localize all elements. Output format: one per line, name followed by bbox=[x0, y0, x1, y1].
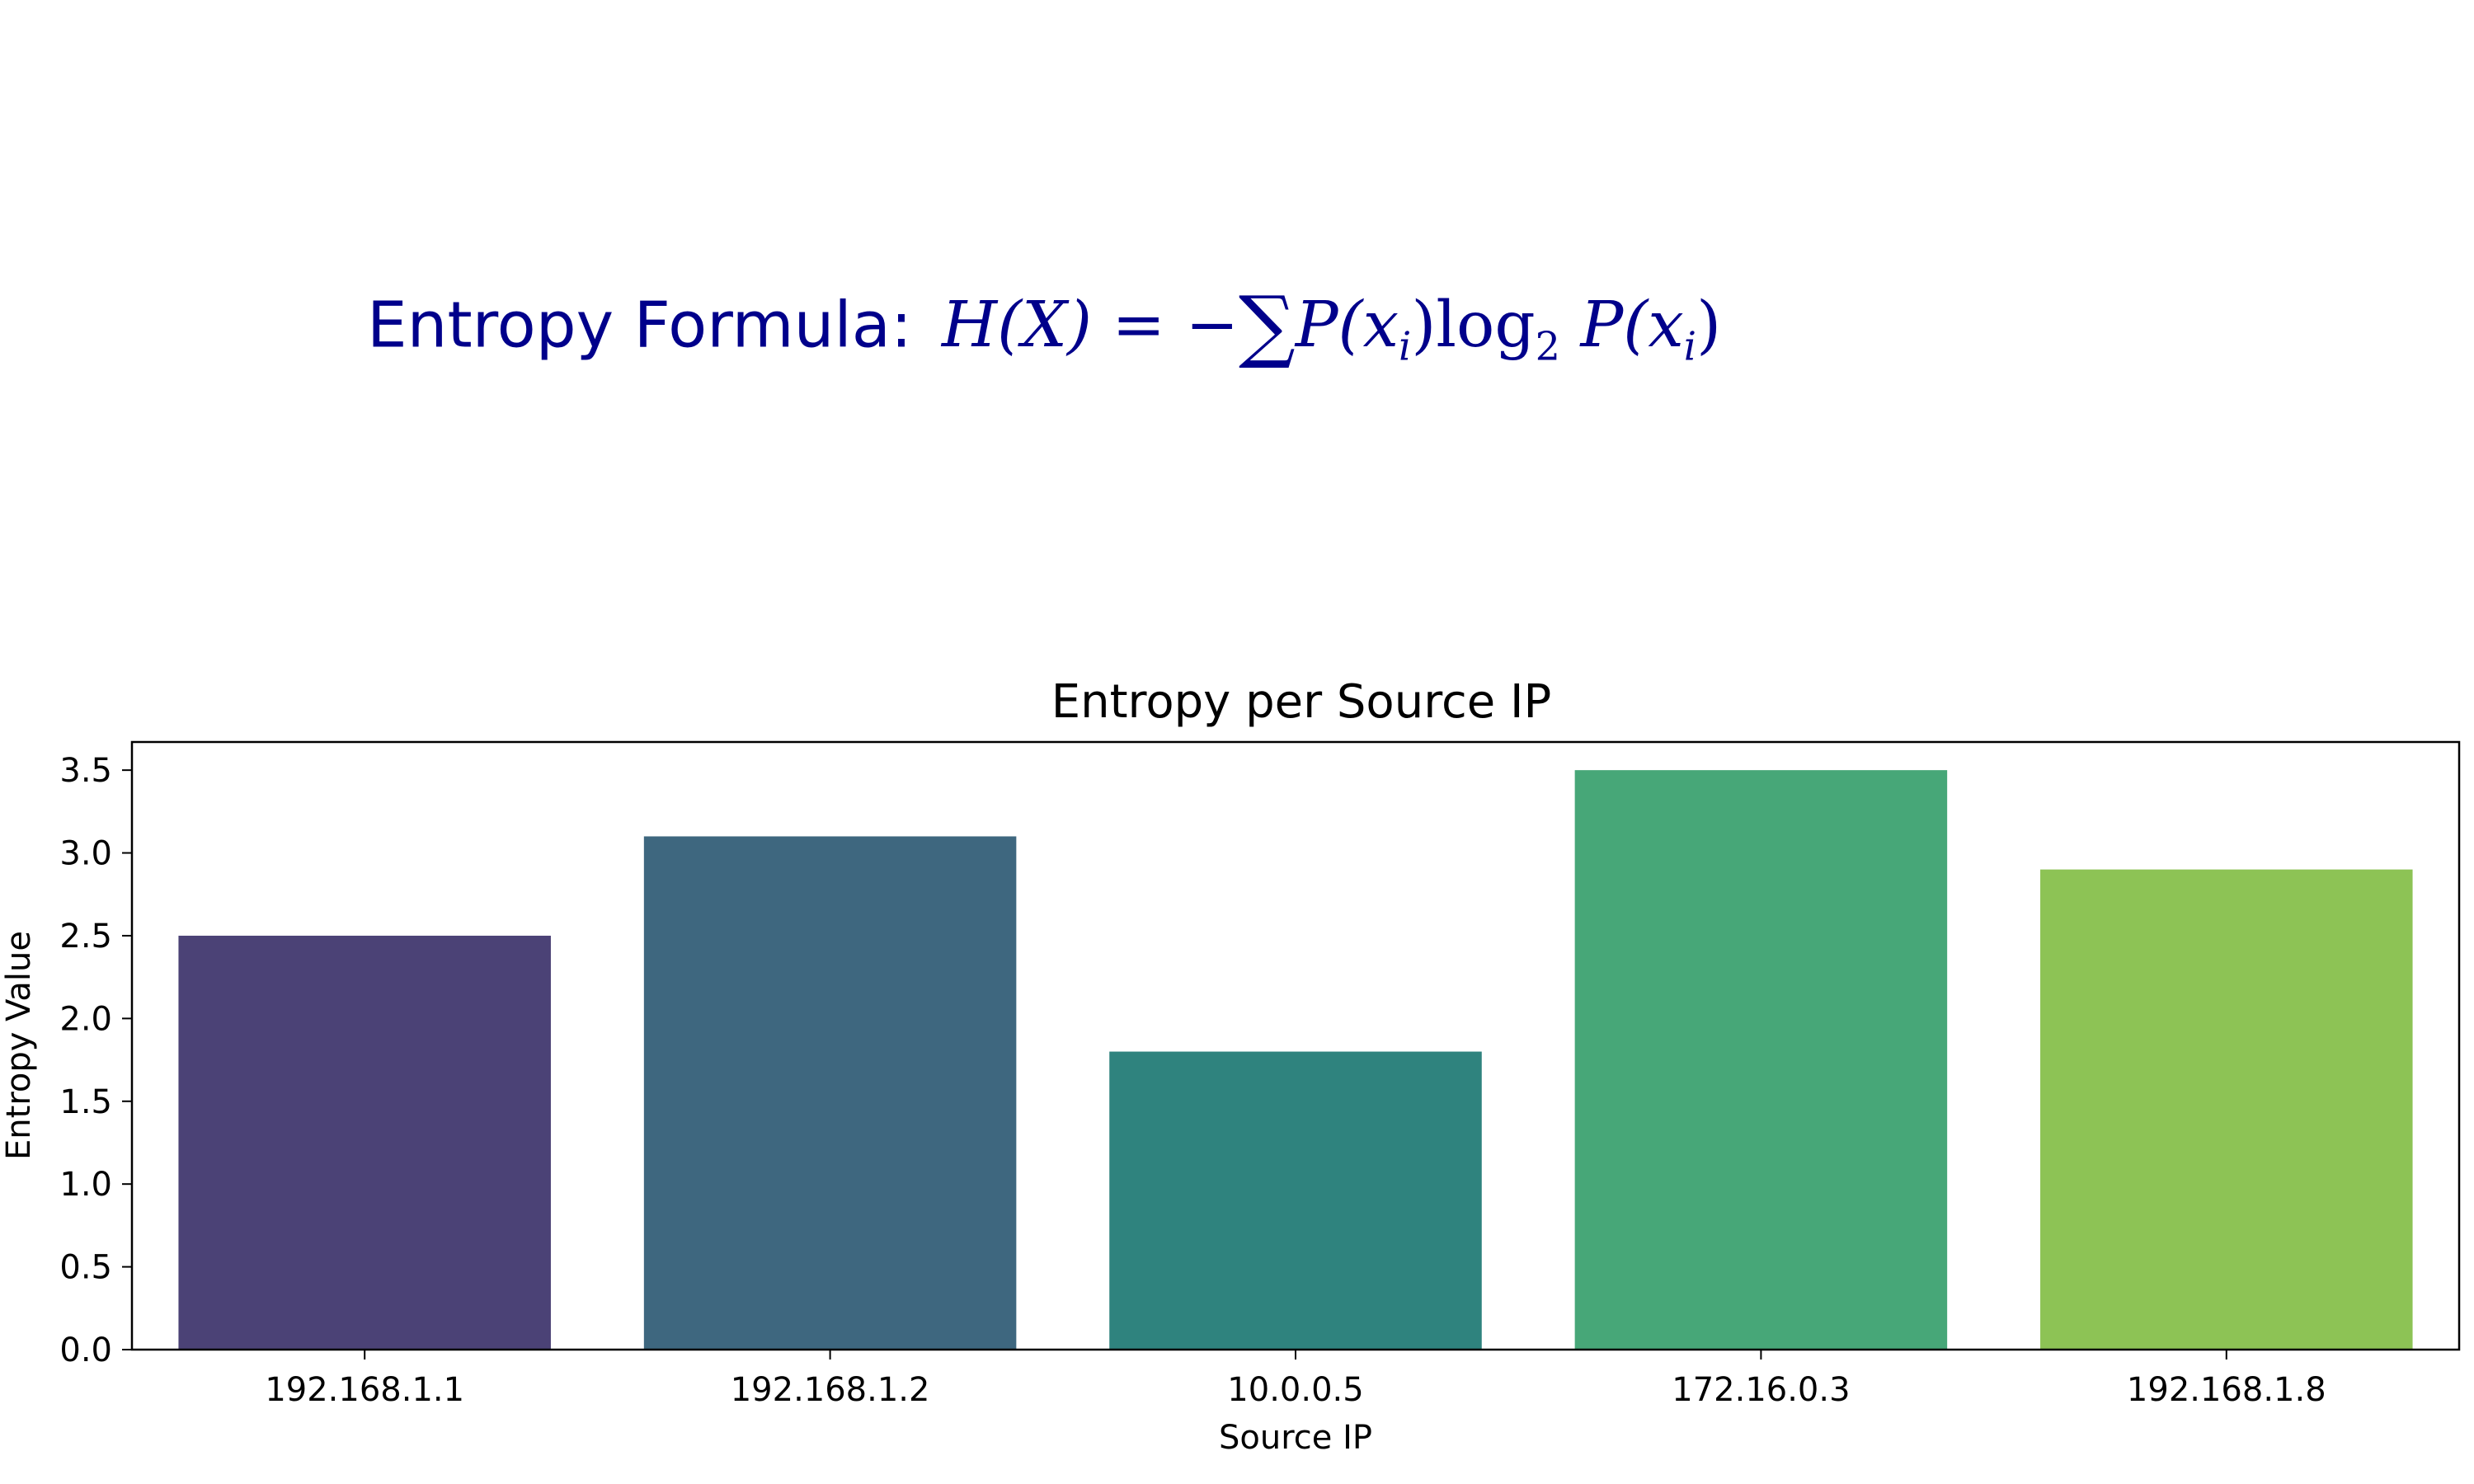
y-tick-label: 3.0 bbox=[59, 835, 112, 873]
y-tick-label: 2.0 bbox=[59, 1000, 112, 1038]
entropy-formula: Entropy Formula: H(X) = −∑P(xi)log2 P(xi) bbox=[367, 276, 1721, 375]
bar-192.168.1.2 bbox=[643, 836, 1017, 1350]
bar-10.0.0.5 bbox=[1109, 1051, 1482, 1350]
y-axis-label: Entropy Value bbox=[0, 931, 38, 1160]
y-tick-label: 1.5 bbox=[59, 1083, 112, 1121]
y-tick-label: 0.5 bbox=[59, 1249, 112, 1287]
y-tick-label: 3.5 bbox=[59, 752, 112, 790]
formula-label: Entropy Formula: bbox=[367, 289, 912, 363]
x-tick-label: 192.168.1.2 bbox=[731, 1371, 930, 1409]
x-tick-label: 192.168.1.1 bbox=[265, 1371, 464, 1409]
y-tick-label: 1.0 bbox=[59, 1166, 112, 1204]
y-axis-ticks: 0.0 0.5 1.0 1.5 2.0 2.5 3.0 3.5 bbox=[59, 752, 132, 1369]
x-axis-label: Source IP bbox=[1219, 1419, 1372, 1457]
bar-192.168.1.1 bbox=[178, 935, 551, 1350]
bars-group bbox=[178, 770, 2413, 1350]
x-tick-label: 172.16.0.3 bbox=[1672, 1371, 1850, 1409]
y-tick-label: 2.5 bbox=[59, 918, 112, 956]
formula-expression: H(X) = −∑P(xi)log2 P(xi) bbox=[941, 279, 1722, 372]
bar-172.16.0.3 bbox=[1574, 770, 1948, 1350]
x-tick-label: 192.168.1.8 bbox=[2127, 1371, 2326, 1409]
bar-192.168.1.8 bbox=[2040, 869, 2413, 1350]
x-tick-label: 10.0.0.5 bbox=[1227, 1371, 1363, 1409]
x-axis-ticks: 192.168.1.1 192.168.1.2 10.0.0.5 172.16.0.3… bbox=[265, 1350, 2326, 1409]
chart-title: Entropy per Source IP bbox=[1051, 675, 1552, 729]
y-tick-label: 0.0 bbox=[59, 1331, 112, 1369]
